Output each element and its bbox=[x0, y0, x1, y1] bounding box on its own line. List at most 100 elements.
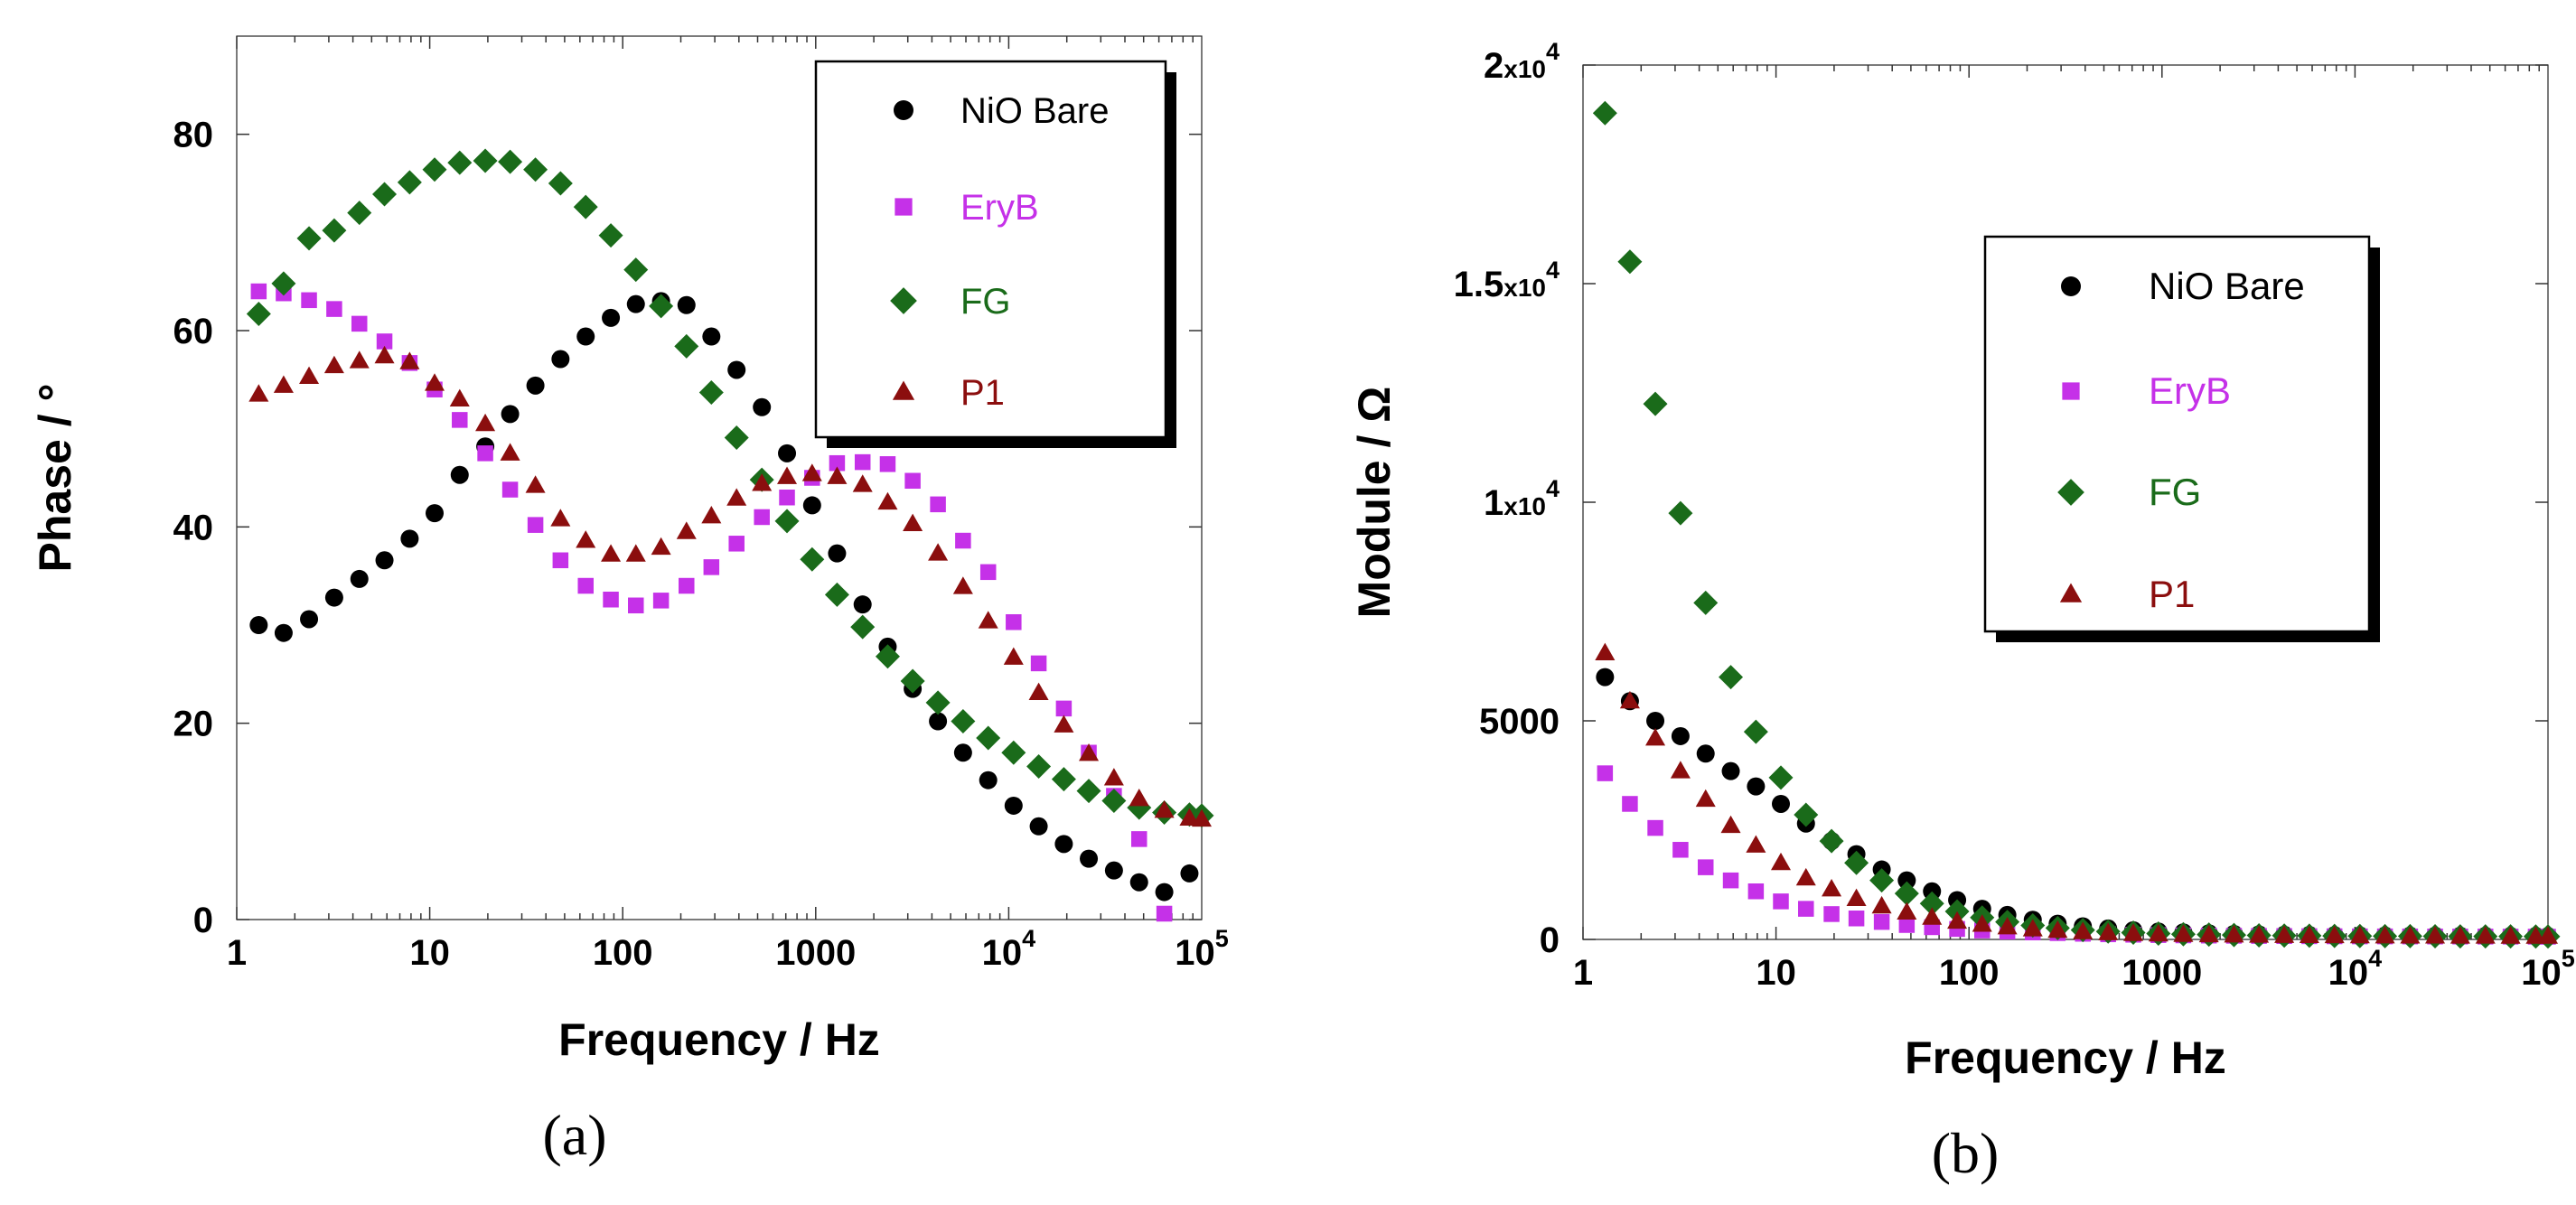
data-point bbox=[1772, 794, 1791, 813]
data-point bbox=[951, 708, 976, 733]
data-point bbox=[1672, 842, 1689, 858]
data-point bbox=[628, 597, 644, 614]
legend-label-p1: P1 bbox=[960, 373, 1005, 413]
panel-a-x-axis-title: Frequency / Hz bbox=[558, 1014, 880, 1065]
data-point bbox=[1668, 500, 1693, 526]
data-point bbox=[1051, 767, 1076, 792]
data-point bbox=[1997, 917, 2018, 935]
panel-a-y-tick-label: 40 bbox=[173, 508, 214, 547]
panel-b-y-tick-label: 2x104 bbox=[1484, 38, 1560, 86]
data-point bbox=[350, 569, 369, 588]
data-point bbox=[1770, 852, 1792, 871]
data-point bbox=[347, 201, 372, 226]
data-point bbox=[753, 397, 772, 416]
panel-a-x-tick-label: 104 bbox=[982, 925, 1036, 973]
data-point bbox=[626, 294, 645, 313]
data-point bbox=[877, 491, 898, 510]
data-point bbox=[1001, 740, 1026, 765]
data-point bbox=[2073, 921, 2094, 939]
data-point bbox=[424, 373, 445, 391]
data-point bbox=[249, 616, 268, 634]
data-point bbox=[1746, 835, 1766, 853]
data-point bbox=[374, 345, 395, 364]
data-point bbox=[1597, 765, 1614, 781]
data-point bbox=[550, 509, 571, 527]
panel-a-x-tick-label: 1 bbox=[227, 933, 247, 973]
data-point bbox=[525, 475, 546, 493]
data-point bbox=[1156, 905, 1173, 922]
data-point bbox=[1846, 888, 1867, 906]
data-point bbox=[248, 384, 269, 402]
data-point bbox=[1003, 647, 1024, 665]
data-point bbox=[2173, 924, 2194, 942]
panel-a-phase-chart: 1 10 100 1000 104 105 0 20 40 60 80 Frequency / Hz P… bbox=[30, 35, 1229, 1167]
data-point bbox=[1747, 777, 1766, 796]
data-point bbox=[1026, 753, 1052, 779]
panel-b-x-tick-label: 104 bbox=[2328, 945, 2383, 993]
data-point bbox=[375, 551, 394, 570]
data-point bbox=[676, 521, 697, 539]
legend-label-fg: FG bbox=[960, 282, 1011, 322]
data-point bbox=[397, 170, 422, 195]
data-point bbox=[548, 171, 573, 196]
data-point bbox=[677, 295, 696, 314]
data-point bbox=[2450, 926, 2470, 944]
data-point bbox=[703, 559, 720, 575]
data-point bbox=[778, 444, 797, 462]
data-point bbox=[2475, 926, 2496, 944]
panel-b-legend: NiO Bare EryB FG P1 bbox=[1983, 235, 2380, 642]
data-point bbox=[1869, 868, 1895, 893]
data-point bbox=[900, 668, 925, 694]
data-point bbox=[601, 544, 622, 562]
data-point bbox=[727, 360, 746, 379]
data-point bbox=[2148, 923, 2169, 942]
legend-marker-nio-bare bbox=[2061, 276, 2081, 296]
data-point bbox=[1054, 835, 1073, 854]
data-point bbox=[852, 474, 873, 492]
data-point bbox=[904, 472, 921, 490]
legend-marker-fg bbox=[890, 287, 917, 314]
data-point bbox=[726, 488, 747, 506]
panel-b-x-axis-title: Frequency / Hz bbox=[1905, 1032, 2226, 1083]
data-point bbox=[2375, 925, 2395, 944]
legend-marker-fg bbox=[2057, 479, 2084, 506]
data-point bbox=[651, 537, 671, 556]
data-point bbox=[928, 543, 949, 561]
data-point bbox=[1004, 796, 1023, 815]
data-point bbox=[1696, 744, 1715, 763]
data-point bbox=[930, 496, 946, 513]
data-point bbox=[376, 333, 393, 350]
panel-b-x-tick-label: 1 bbox=[1573, 953, 1593, 993]
panel-b-y-tick-label: 1x104 bbox=[1484, 475, 1560, 523]
data-point bbox=[326, 301, 342, 317]
panel-b-y-tick-label: 5000 bbox=[1479, 702, 1560, 742]
panel-b-y-tick-label: 1.5x104 bbox=[1454, 257, 1560, 304]
data-point bbox=[2425, 926, 2446, 944]
data-point bbox=[447, 150, 473, 175]
data-point bbox=[1643, 391, 1668, 416]
data-point bbox=[802, 496, 821, 515]
data-point bbox=[1671, 726, 1690, 745]
data-point bbox=[527, 517, 544, 533]
data-point bbox=[576, 327, 595, 346]
panel-a-series-eryb bbox=[250, 283, 1173, 922]
data-point bbox=[1670, 761, 1691, 779]
data-point bbox=[1646, 712, 1665, 730]
data-point bbox=[850, 614, 876, 640]
data-point bbox=[1719, 665, 1744, 690]
data-point bbox=[1191, 808, 1213, 827]
data-point bbox=[1647, 819, 1663, 836]
panel-a-series-p1 bbox=[248, 345, 1213, 827]
data-point bbox=[724, 425, 749, 450]
data-point bbox=[1822, 878, 1842, 897]
legend-label-fg: FG bbox=[2149, 471, 2201, 513]
data-point bbox=[779, 489, 795, 506]
legend-label-eryb: EryB bbox=[960, 188, 1039, 228]
data-point bbox=[649, 294, 674, 319]
panel-a-caption: (a) bbox=[542, 1103, 606, 1167]
data-point bbox=[801, 463, 822, 481]
data-point bbox=[1006, 613, 1022, 631]
data-point bbox=[1076, 779, 1101, 804]
data-point bbox=[829, 454, 846, 472]
